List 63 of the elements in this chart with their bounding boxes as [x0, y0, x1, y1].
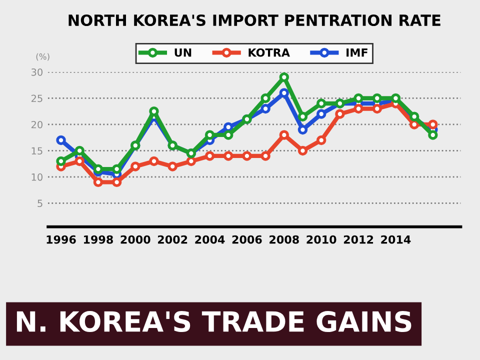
y-tick-label: 25 — [31, 94, 42, 102]
point — [56, 135, 66, 146]
point — [354, 93, 364, 104]
point — [204, 151, 215, 161]
point — [74, 146, 84, 156]
point — [168, 162, 178, 172]
legend-label: KOTRA — [248, 48, 290, 57]
text: N. KOREA'S TRADE GAINS — [16, 311, 412, 332]
y-tick-label: 15 — [32, 147, 42, 155]
x-tick-label: 1998 — [84, 235, 113, 244]
x-tick-label: 2014 — [381, 235, 411, 244]
point — [316, 109, 326, 119]
point — [298, 124, 308, 135]
point — [260, 93, 270, 104]
point — [260, 104, 270, 114]
point — [224, 130, 234, 140]
x-tick-label: 2006 — [232, 235, 262, 244]
point — [186, 156, 196, 166]
point — [316, 98, 326, 108]
x-tick-label: 2010 — [306, 235, 336, 244]
point — [428, 130, 438, 140]
chart-title: NORTH KOREA'S IMPORT PENTRATION RATE — [68, 14, 440, 26]
point — [149, 106, 159, 116]
point — [279, 130, 290, 140]
point — [260, 151, 270, 161]
x-tick-label: 2002 — [158, 235, 188, 244]
point — [93, 164, 104, 174]
x-tick-label: 2000 — [120, 235, 150, 244]
point — [279, 88, 290, 98]
legend-label: UN — [174, 48, 192, 57]
x-tick-label: 1996 — [46, 235, 76, 244]
point — [242, 151, 252, 161]
point — [298, 146, 308, 156]
point — [372, 104, 382, 114]
y-axis-title: (%) — [36, 53, 50, 61]
point — [224, 151, 234, 161]
y-tick-label: 5 — [38, 200, 42, 208]
point — [112, 164, 122, 174]
point — [224, 122, 234, 132]
point — [316, 135, 326, 146]
point — [204, 130, 215, 140]
point — [74, 156, 84, 166]
y-tick-label: 30 — [32, 68, 42, 76]
x-tick-label: 2012 — [344, 235, 374, 244]
point — [428, 120, 438, 130]
point — [56, 156, 66, 166]
y-tick-label: 20 — [31, 120, 42, 128]
point — [335, 109, 345, 119]
x-tick-label: 2004 — [195, 235, 225, 244]
point — [354, 104, 364, 114]
point — [390, 93, 401, 104]
legend-label: IMF — [346, 48, 368, 57]
point — [149, 156, 159, 166]
point — [112, 177, 122, 188]
point — [372, 93, 382, 104]
point — [298, 112, 308, 122]
point — [279, 72, 290, 82]
y-tick-label: 10 — [32, 173, 42, 181]
point — [409, 120, 420, 130]
point — [409, 112, 420, 122]
x-tick-label: 2008 — [270, 235, 299, 244]
point — [93, 177, 104, 188]
point — [130, 162, 140, 172]
